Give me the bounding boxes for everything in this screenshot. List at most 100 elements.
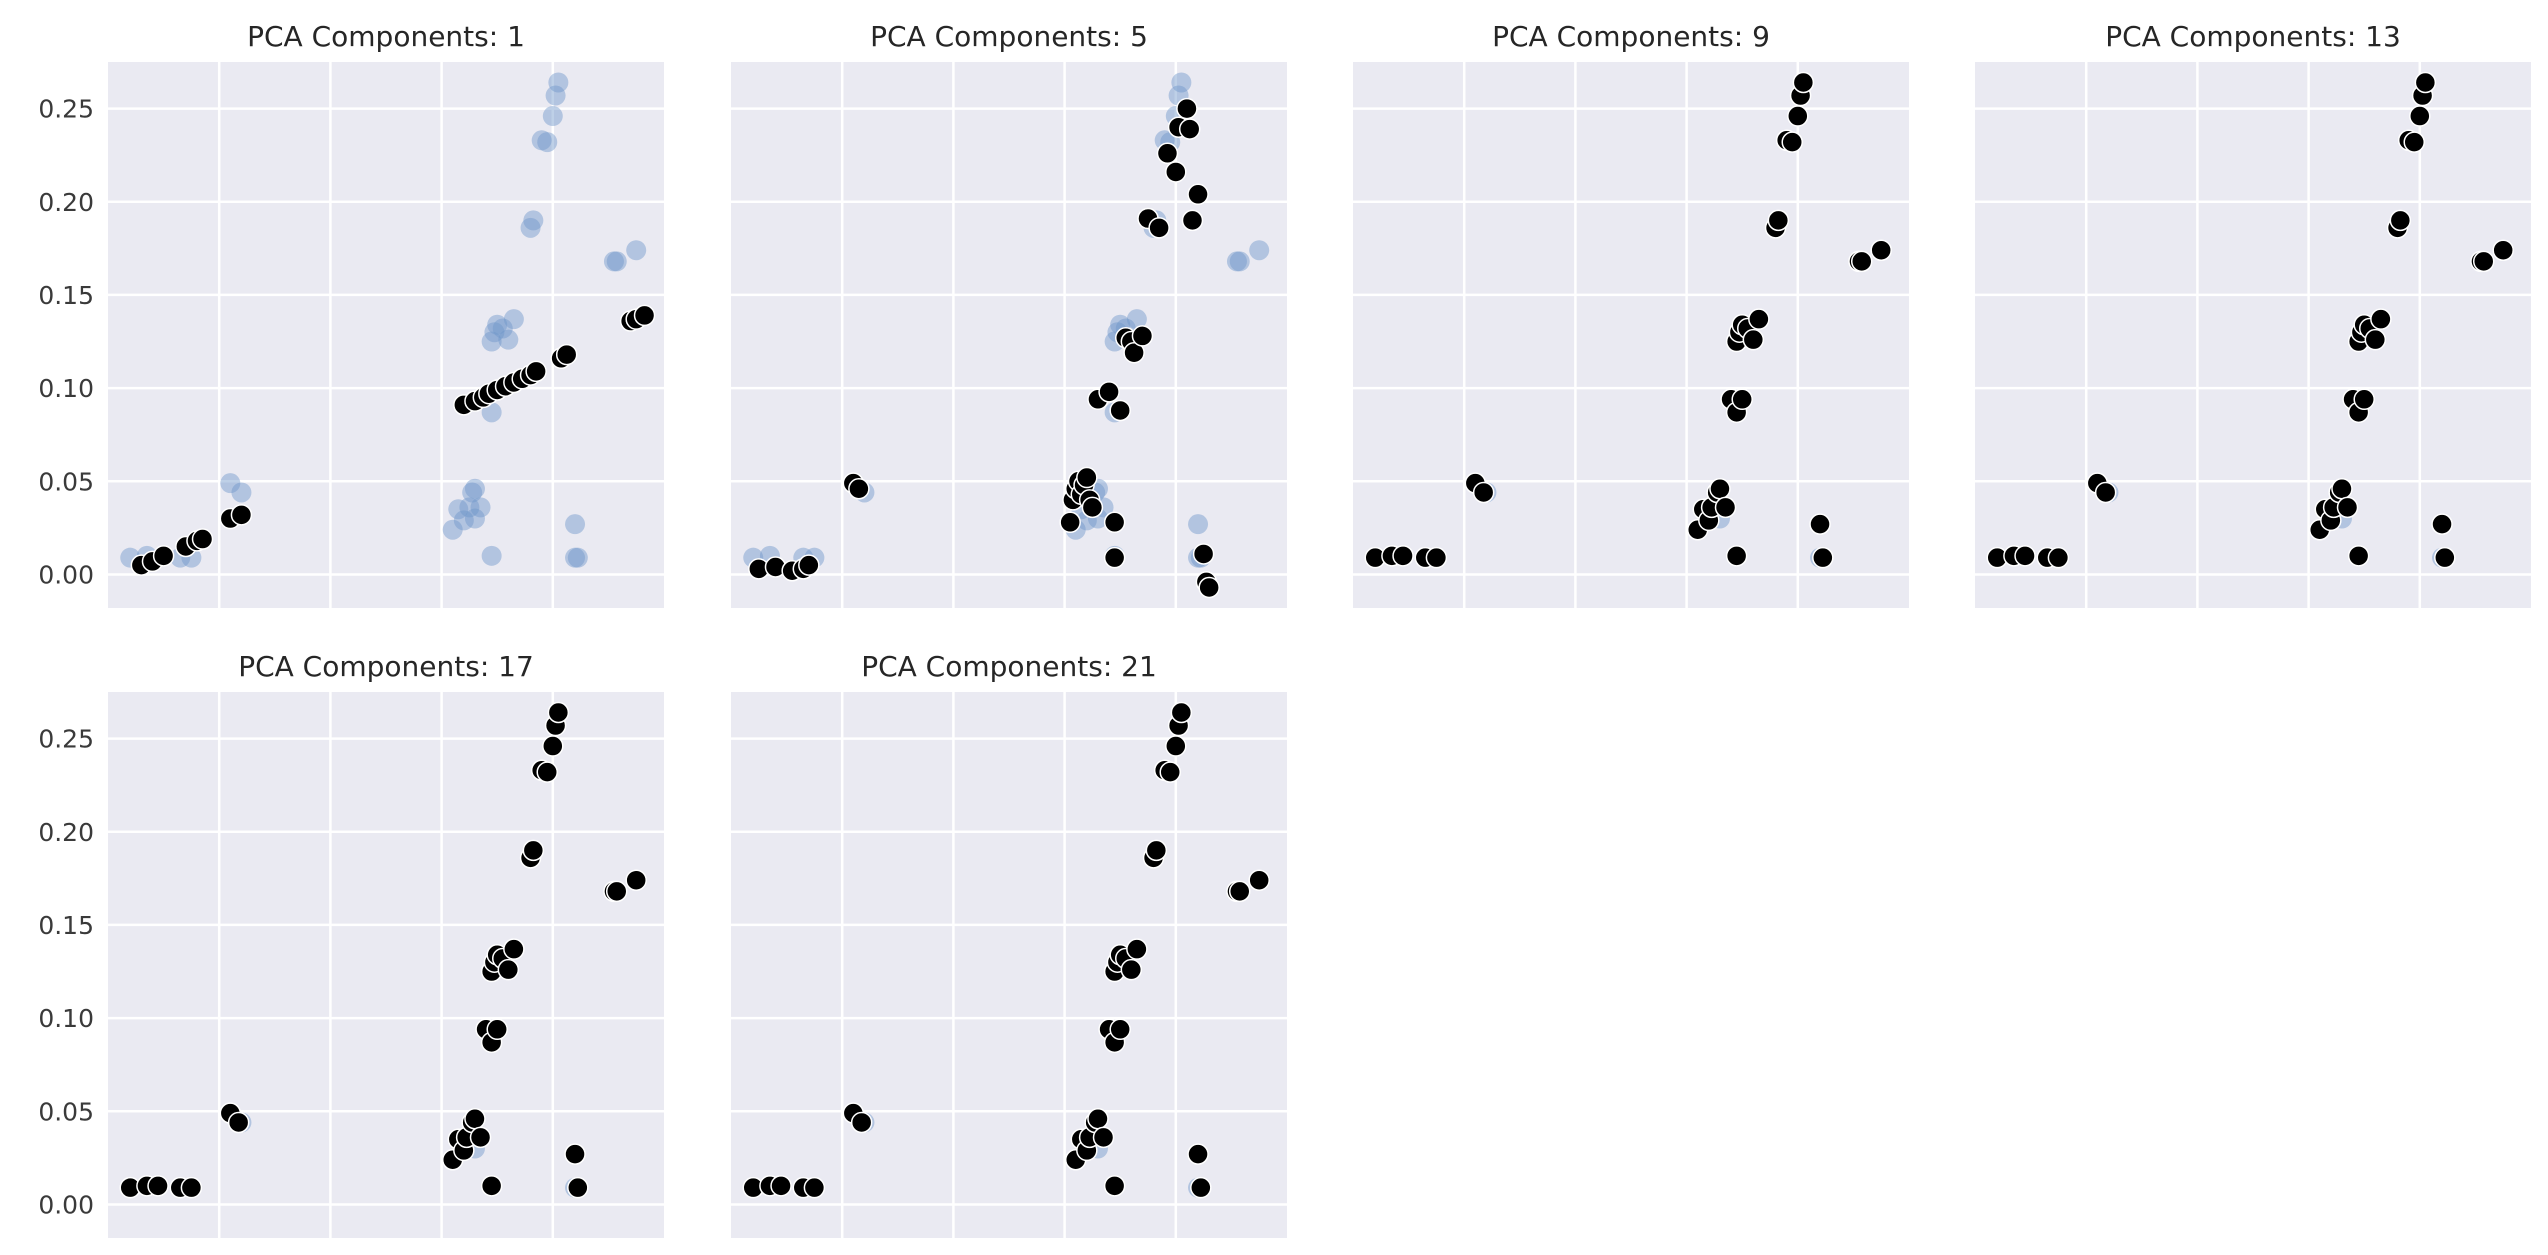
panel-pca-13: PCA Components: 13 bbox=[1975, 20, 2531, 608]
original-point bbox=[1126, 309, 1147, 330]
reconstructed-point bbox=[564, 1143, 586, 1165]
reconstructed-point bbox=[1103, 546, 1126, 569]
reconstructed-point bbox=[1714, 496, 1737, 519]
reconstructed-point bbox=[536, 761, 558, 783]
reconstructed-point bbox=[1812, 546, 1834, 569]
panel-pca-21: PCA Components: 21 bbox=[731, 650, 1287, 1238]
reconstructed-point bbox=[1787, 105, 1809, 127]
reconstructed-point bbox=[486, 1018, 508, 1041]
y-tick-label: 0.10 bbox=[38, 374, 94, 403]
reconstructed-point bbox=[469, 1126, 492, 1149]
panel-title: PCA Components: 9 bbox=[1492, 20, 1770, 53]
reconstructed-point bbox=[227, 1111, 250, 1134]
original-point bbox=[567, 547, 588, 568]
reconstructed-point bbox=[547, 701, 570, 724]
original-point bbox=[487, 314, 508, 335]
reconstructed-point bbox=[2364, 328, 2387, 351]
panel-title: PCA Components: 13 bbox=[2105, 20, 2401, 53]
reconstructed-point bbox=[1748, 308, 1770, 330]
reconstructed-point bbox=[1170, 701, 1193, 724]
reconstructed-point bbox=[1870, 239, 1892, 261]
reconstructed-point bbox=[464, 1107, 486, 1130]
reconstructed-point bbox=[1126, 938, 1148, 960]
reconstructed-point bbox=[803, 1176, 826, 1199]
reconstructed-point bbox=[2414, 71, 2437, 94]
original-point bbox=[498, 329, 519, 350]
reconstructed-point bbox=[1725, 545, 1748, 567]
reconstructed-point bbox=[2331, 477, 2353, 500]
reconstructed-point bbox=[1809, 513, 1831, 535]
reconstructed-point bbox=[1103, 1175, 1126, 1197]
reconstructed-point bbox=[1228, 880, 1251, 903]
reconstructed-point bbox=[1392, 545, 1414, 567]
original-point bbox=[1229, 251, 1250, 272]
original-point bbox=[492, 318, 513, 339]
reconstructed-point bbox=[2347, 545, 2370, 567]
original-point bbox=[231, 482, 252, 503]
panel-pca-1: 0.00 0.05 0.10 0.15 0.20 0.25 PCA Components: … bbox=[38, 20, 664, 608]
reconstructed-point bbox=[567, 1176, 589, 1199]
reconstructed-point bbox=[1178, 118, 1201, 140]
original-point bbox=[548, 72, 569, 93]
y-tick-label: 0.00 bbox=[38, 560, 94, 589]
reconstructed-point bbox=[480, 1175, 503, 1197]
y-tick-label: 0.00 bbox=[38, 1190, 94, 1219]
reconstructed-point bbox=[1076, 466, 1098, 489]
reconstructed-point bbox=[2492, 239, 2514, 261]
original-point bbox=[606, 251, 627, 272]
reconstructed-point bbox=[191, 528, 214, 550]
reconstructed-point bbox=[1059, 511, 1081, 534]
reconstructed-point bbox=[525, 360, 547, 383]
reconstructed-point bbox=[503, 938, 525, 960]
reconstructed-point bbox=[1248, 869, 1270, 891]
reconstructed-point bbox=[2014, 545, 2036, 567]
reconstructed-point bbox=[1098, 381, 1120, 403]
original-point bbox=[531, 130, 552, 151]
reconstructed-points bbox=[742, 701, 1270, 1199]
reconstructed-point bbox=[1148, 217, 1170, 239]
reconstructed-point bbox=[522, 839, 545, 862]
reconstructed-point bbox=[1109, 399, 1131, 422]
reconstructed-points bbox=[748, 97, 1220, 599]
reconstructed-point bbox=[1092, 1126, 1115, 1149]
reconstructed-point bbox=[2431, 513, 2453, 535]
original-point bbox=[464, 478, 485, 499]
reconstructed-point bbox=[798, 554, 820, 576]
reconstructed-point bbox=[2336, 496, 2359, 519]
reconstructed-points bbox=[1364, 71, 1892, 569]
reconstructed-point bbox=[497, 958, 520, 981]
original-point bbox=[470, 497, 491, 518]
panel-pca-9: PCA Components: 9 bbox=[1353, 20, 1909, 608]
panel-title: PCA Components: 17 bbox=[238, 650, 534, 683]
original-point bbox=[1171, 72, 1192, 93]
reconstructed-point bbox=[2472, 250, 2495, 273]
reconstructed-point bbox=[1165, 161, 1187, 183]
original-point bbox=[523, 210, 544, 231]
original-point bbox=[462, 482, 483, 503]
original-point bbox=[626, 240, 647, 261]
reconstructed-point bbox=[555, 343, 578, 366]
y-tick-label: 0.20 bbox=[38, 818, 94, 847]
reconstructed-point bbox=[1081, 496, 1104, 519]
y-tick-label: 0.15 bbox=[38, 281, 94, 310]
reconstructed-point bbox=[1190, 1176, 1212, 1199]
reconstructed-point bbox=[1709, 477, 1731, 500]
reconstructed-points bbox=[130, 304, 656, 576]
original-point bbox=[448, 499, 469, 520]
original-point bbox=[464, 508, 485, 529]
reconstructed-point bbox=[1120, 958, 1143, 981]
original-point bbox=[565, 547, 586, 568]
original-point bbox=[1226, 251, 1247, 272]
reconstructed-point bbox=[147, 1175, 169, 1197]
reconstructed-point bbox=[1192, 543, 1215, 565]
panel-title: PCA Components: 5 bbox=[870, 20, 1148, 53]
original-point bbox=[442, 519, 463, 540]
reconstructed-point bbox=[1159, 761, 1181, 783]
panel-title: PCA Components: 1 bbox=[247, 20, 525, 53]
y-tick-label: 0.05 bbox=[38, 1097, 94, 1126]
reconstructed-point bbox=[2389, 209, 2412, 232]
reconstructed-point bbox=[1767, 209, 1790, 232]
reconstructed-point bbox=[2047, 546, 2070, 569]
original-point bbox=[1249, 240, 1270, 261]
